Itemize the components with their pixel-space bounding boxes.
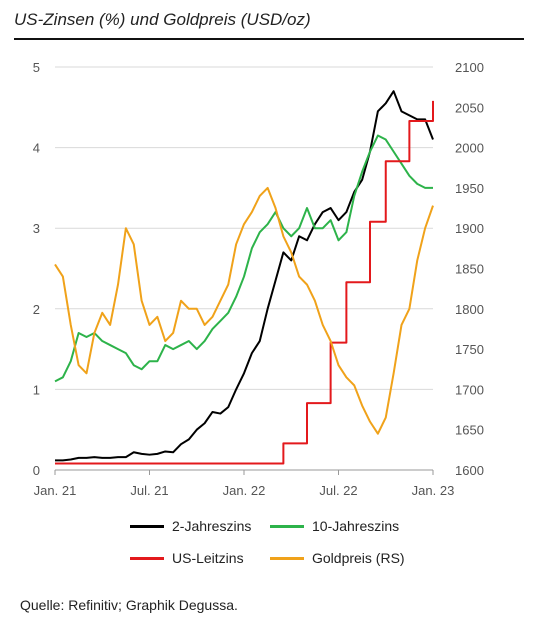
series-line-10-jahreszins [54, 134, 433, 383]
y-right-tick-label: 2050 [455, 100, 484, 115]
x-tick-label: Jul. 21 [130, 483, 168, 498]
series-line-us-leitzins [55, 100, 434, 465]
y-right-tick-label: 1750 [455, 342, 484, 357]
grid-lines [55, 66, 433, 471]
axis-ticks: 0 1 2 3 4 5 1600 1650 1700 1750 1800 1850 1900 1950 20… [33, 60, 484, 498]
y-right-tick-label: 1650 [455, 423, 484, 438]
y-right-tick-label: 1700 [455, 382, 484, 397]
chart-title: US-Zinsen (%) und Goldpreis (USD/oz) [14, 10, 311, 29]
y-right-tick-label: 2100 [455, 60, 484, 75]
y-right-tick-label: 1600 [455, 463, 484, 478]
y-right-tick-label: 1850 [455, 262, 484, 277]
y-left-tick-label: 5 [33, 60, 40, 75]
y-left-tick-label: 4 [33, 141, 40, 156]
series-lines [54, 90, 434, 465]
x-tick-label: Jul. 22 [319, 483, 357, 498]
x-tick-label: Jan. 21 [34, 483, 77, 498]
y-right-tick-label: 1800 [455, 302, 484, 317]
y-right-tick-label: 1950 [455, 181, 484, 196]
y-left-tick-label: 0 [33, 463, 40, 478]
x-tick-label: Jan. 22 [223, 483, 266, 498]
y-right-tick-label: 1900 [455, 221, 484, 236]
x-tick-label: Jan. 23 [412, 483, 455, 498]
y-left-tick-label: 1 [33, 382, 40, 397]
source-note: Quelle: Refinitiv; Graphik Degussa. [20, 597, 238, 613]
series-line-goldpreis-rs [54, 186, 434, 435]
y-left-tick-label: 3 [33, 221, 40, 236]
y-right-tick-label: 2000 [455, 141, 484, 156]
y-left-tick-label: 2 [33, 302, 40, 317]
title-rule [14, 38, 524, 40]
